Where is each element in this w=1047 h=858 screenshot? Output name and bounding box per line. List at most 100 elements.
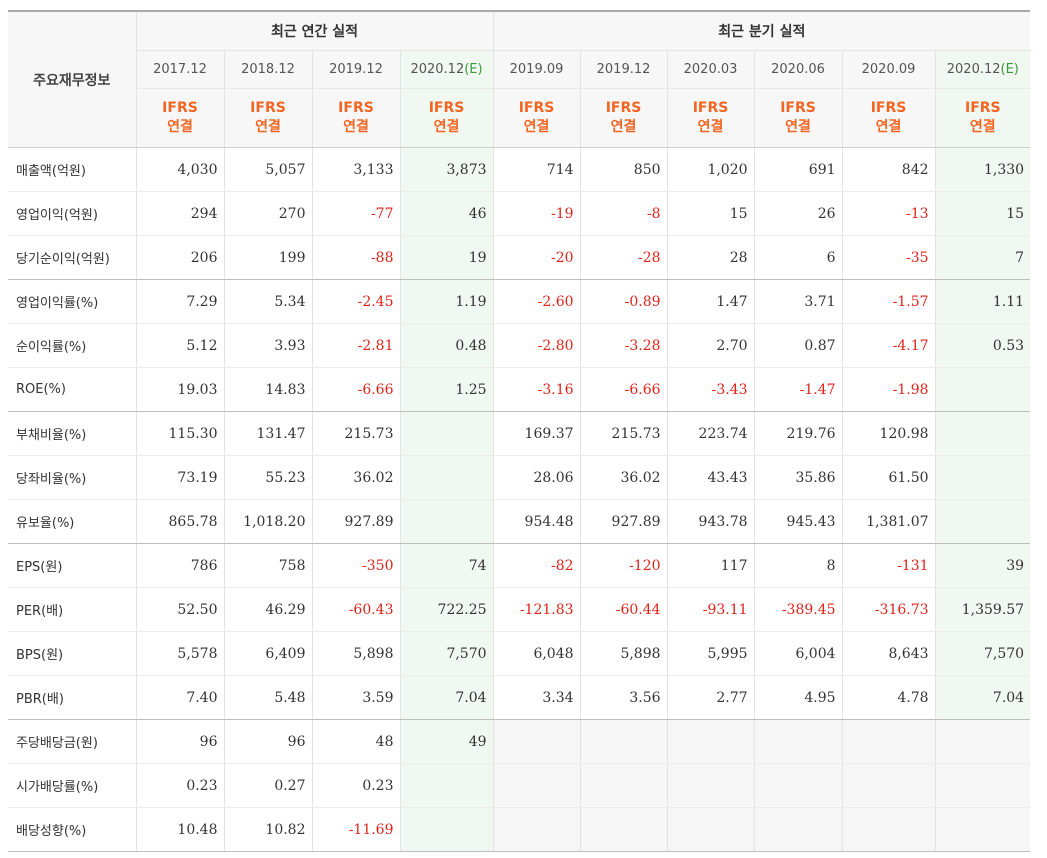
table-cell: -1.47 [753,367,843,412]
row-label-header: 주요재무정보 [8,10,136,148]
table-cell: 865.78 [135,499,224,544]
table-cell: -350 [311,543,400,588]
table-cell: 7,570 [399,631,494,676]
period-row: 2017.12 2018.12 2019.12 2020.12(E) 2019.09 20… [8,50,1031,89]
ifrs-label: IFRS [428,100,465,116]
table-cell: -3.16 [492,367,581,412]
table-cell: 5.34 [223,279,312,324]
table-cell [399,455,494,500]
row-label: 주당배당금(원) [8,719,136,764]
row-label: PER(배) [8,587,136,632]
table-cell: -20 [492,235,581,280]
table-cell: 3,873 [399,147,494,192]
table-cell: -88 [311,235,400,280]
table-cell: 46 [399,191,494,236]
table-cell: 73.19 [135,455,224,500]
table-cell [841,807,936,852]
table-cell: 3,133 [311,147,400,192]
table-cell: 1,381.07 [841,499,936,544]
table-cell: 1.19 [399,279,494,324]
table-cell: 15 [666,191,755,236]
table-cell: -3.28 [579,323,668,368]
table-cell: 3.71 [753,279,843,324]
quarterly-results-header: 최근 분기 실적 [492,10,1031,51]
row-label: 영업이익(억원) [8,191,136,236]
table-cell: 1,330 [934,147,1031,192]
period-header-annual-3: 2020.12(E) [399,50,494,89]
period-header-quarterly-0: 2019.09 [492,50,581,89]
table-row: EPS(원) 786 758 -350 74 -82 -120 117 8 -131 39 [8,543,1031,588]
ifrs-consolidated-label: IFRS 연결 [579,88,668,148]
period-header-quarterly-1: 2019.12 [579,50,668,89]
table-cell: 199 [223,235,312,280]
table-cell: 0.23 [135,763,224,808]
table-cell: 927.89 [311,499,400,544]
row-label: EPS(원) [8,543,136,588]
ifrs-label: IFRS [964,100,1001,116]
table-cell: 7.29 [135,279,224,324]
consolidated-label: 연결 [523,119,550,135]
table-row: 시가배당률(%) 0.23 0.27 0.23 [8,763,1031,808]
row-label: 영업이익률(%) [8,279,136,324]
table-cell: -389.45 [753,587,843,632]
table-cell: 219.76 [753,411,843,456]
table-cell: 7,570 [934,631,1031,676]
table-row: 배당성향(%) 10.48 10.82 -11.69 [8,807,1031,852]
table-cell: 6,048 [492,631,581,676]
period-label: 2017.12 [153,62,207,77]
consolidated-label: 연결 [343,119,369,135]
table-cell: 0.53 [934,323,1031,368]
ifrs-consolidated-label: IFRS 연결 [399,88,494,148]
table-cell: 215.73 [579,411,668,456]
table-cell: -2.81 [311,323,400,368]
table-cell: 36.02 [311,455,400,500]
table-cell: -1.57 [841,279,936,324]
financial-summary-table: 주요재무정보 최근 연간 실적 최근 분기 실적 2017.12 2018.12 2… [8,10,1031,852]
table-cell: 5.48 [223,675,312,720]
period-header-quarterly-2: 2020.03 [666,50,755,89]
ifrs-label: IFRS [250,100,286,116]
table-row: 부채비율(%) 115.30 131.47 215.73 169.37 215.73 223… [8,411,1031,456]
table-cell [579,719,668,764]
table-row: BPS(원) 5,578 6,409 5,898 7,570 6,048 5,898 5,99… [8,631,1031,676]
table-cell: 842 [841,147,936,192]
table-cell: -4.17 [841,323,936,368]
table-cell: -3.43 [666,367,755,412]
table-cell [492,763,581,808]
table-cell: 74 [399,543,494,588]
table-cell: -2.45 [311,279,400,324]
table-cell: 850 [579,147,668,192]
table-cell: -316.73 [841,587,936,632]
table-cell: 28 [666,235,755,280]
ifrs-consolidated-label: IFRS 연결 [223,88,312,148]
period-label: 2020.06 [771,62,825,77]
row-label: BPS(원) [8,631,136,676]
period-header-annual-0: 2017.12 [135,50,224,89]
table-cell [934,411,1031,456]
table-cell: 215.73 [311,411,400,456]
table-cell: 5,057 [223,147,312,192]
ifrs-consolidated-label: IFRS 연결 [311,88,400,148]
table-cell [399,499,494,544]
ifrs-consolidated-label: IFRS 연결 [492,88,581,148]
table-cell [399,411,494,456]
ifrs-consolidated-label: IFRS 연결 [135,88,224,148]
table-cell: 49 [399,719,494,764]
row-label: ROE(%) [8,367,136,412]
table-cell: 4.78 [841,675,936,720]
table-cell [934,807,1031,852]
table-cell: -19 [492,191,581,236]
table-cell: 5,898 [311,631,400,676]
table-cell [934,763,1031,808]
table-cell: 1.11 [934,279,1031,324]
period-header-quarterly-5: 2020.12(E) [934,50,1031,89]
table-cell: -77 [311,191,400,236]
financial-rows: 매출액(억원) 4,030 5,057 3,133 3,873 714 850 1,020 69… [8,147,1031,852]
table-cell: 120.98 [841,411,936,456]
table-cell: 36.02 [579,455,668,500]
row-label: 순이익률(%) [8,323,136,368]
table-cell [492,719,581,764]
table-cell: 52.50 [135,587,224,632]
table-cell: 6,409 [223,631,312,676]
row-label: 매출액(억원) [8,147,136,192]
